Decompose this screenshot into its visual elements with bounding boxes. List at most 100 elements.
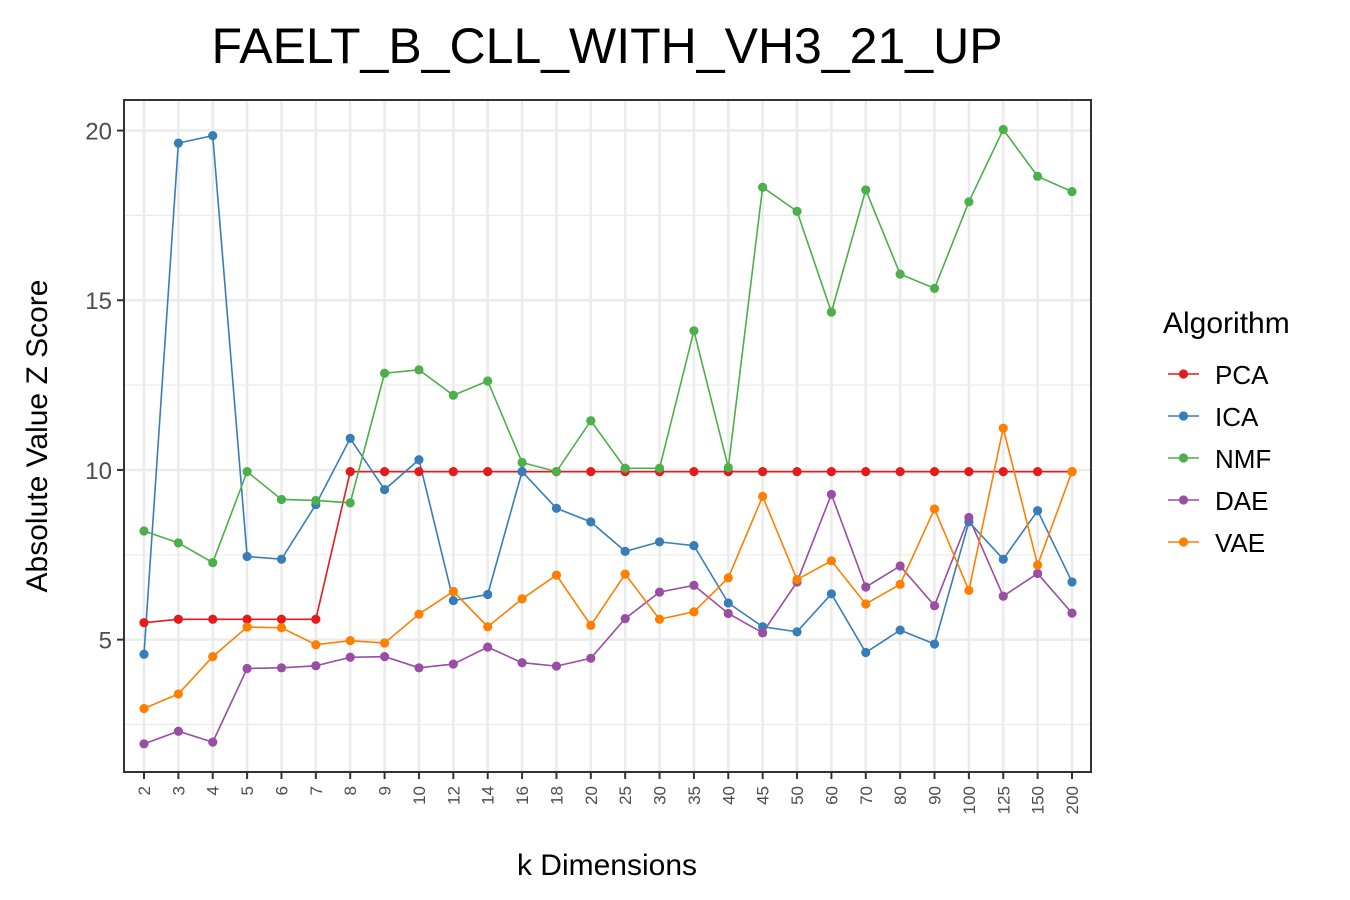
- data-point-vae: [379, 638, 390, 648]
- x-tick-label: 45: [754, 786, 773, 805]
- data-point-vae: [758, 491, 768, 502]
- series-line-vae: [143, 427, 1073, 710]
- data-point-pca: [242, 614, 252, 624]
- legend-item-vae: VAE: [1168, 528, 1265, 558]
- legend-item-nmf: NMF: [1168, 444, 1271, 474]
- data-point-vae: [826, 556, 837, 566]
- grid-lines: [124, 100, 1091, 772]
- x-tick-label: 100: [960, 786, 979, 814]
- y-tick-label: 5: [99, 628, 112, 655]
- data-point-dae: [998, 591, 1008, 601]
- data-point-nmf: [448, 390, 458, 400]
- legend-marker-dae: [1178, 495, 1189, 505]
- data-point-nmf: [414, 365, 424, 375]
- x-tick-label: 200: [1063, 786, 1082, 814]
- data-point-dae: [964, 512, 974, 523]
- data-point-ica: [448, 596, 458, 606]
- data-point-vae: [242, 622, 252, 632]
- data-point-ica: [929, 639, 940, 649]
- data-point-dae: [448, 659, 458, 669]
- data-point-pca: [1033, 467, 1043, 477]
- data-point-ica: [792, 627, 802, 637]
- data-point-dae: [654, 587, 665, 597]
- data-point-nmf: [139, 526, 149, 536]
- data-point-vae: [861, 599, 871, 609]
- data-point-dae: [517, 658, 527, 668]
- data-point-dae: [1033, 568, 1043, 579]
- x-tick-label: 150: [1029, 786, 1048, 814]
- data-point-vae: [517, 594, 527, 604]
- data-point-nmf: [1067, 187, 1077, 197]
- data-point-vae: [792, 574, 802, 585]
- data-point-ica: [242, 551, 252, 562]
- legend-marker-pca: [1178, 369, 1189, 379]
- data-point-vae: [208, 652, 218, 662]
- data-point-nmf: [792, 206, 802, 216]
- data-point-ica: [689, 541, 699, 551]
- data-point-nmf: [586, 416, 596, 426]
- data-point-pca: [173, 614, 183, 624]
- data-point-nmf: [826, 307, 837, 317]
- data-point-ica: [414, 455, 424, 465]
- data-point-dae: [689, 580, 699, 590]
- legend-marker-vae: [1178, 537, 1189, 547]
- data-point-nmf: [929, 283, 940, 293]
- y-axis-title: Absolute Value Z Score: [21, 280, 54, 593]
- data-point-pca: [345, 467, 355, 477]
- data-point-nmf: [242, 467, 252, 477]
- x-tick-label: 12: [444, 786, 463, 805]
- data-point-dae: [276, 663, 287, 673]
- data-point-dae: [586, 653, 596, 663]
- data-point-vae: [689, 607, 699, 617]
- y-tick-label: 20: [85, 119, 112, 146]
- data-point-dae: [208, 737, 218, 747]
- y-tick-label: 15: [85, 288, 112, 315]
- data-point-ica: [483, 589, 493, 600]
- data-point-pca: [861, 467, 871, 477]
- x-tick-label: 16: [513, 786, 532, 805]
- data-point-nmf: [723, 462, 733, 473]
- data-point-ica: [173, 138, 183, 148]
- legend-marker-ica: [1178, 411, 1189, 421]
- data-point-ica: [586, 517, 596, 527]
- data-point-dae: [723, 608, 733, 619]
- data-point-vae: [1067, 467, 1077, 477]
- x-tick-label: 7: [307, 786, 326, 795]
- y-axis: 5 10 15 20: [85, 119, 124, 655]
- legend-items: PCA ICA NMF DAE VAE: [1168, 360, 1271, 558]
- data-point-dae: [758, 628, 768, 638]
- legend-label-ica: ICA: [1215, 402, 1259, 432]
- data-point-nmf: [276, 494, 287, 505]
- data-point-nmf: [654, 463, 665, 473]
- data-point-vae: [723, 573, 733, 583]
- data-point-pca: [208, 614, 218, 624]
- data-point-dae: [173, 726, 183, 736]
- plot-panel-border: [123, 99, 1092, 773]
- legend-item-pca: PCA: [1168, 360, 1269, 390]
- x-tick-label: 40: [719, 786, 738, 805]
- data-point-nmf: [998, 124, 1008, 135]
- chart-title: FAELT_B_CLL_WITH_VH3_21_UP: [211, 18, 1002, 74]
- data-point-dae: [311, 661, 321, 671]
- data-point-vae: [276, 623, 287, 633]
- x-axis-title: k Dimensions: [517, 849, 697, 882]
- x-tick-label: 8: [341, 786, 360, 795]
- data-point-ica: [861, 647, 871, 658]
- data-point-nmf: [861, 185, 871, 195]
- data-point-pca: [586, 467, 596, 477]
- x-tick-label: 70: [857, 786, 876, 805]
- data-point-ica: [895, 625, 905, 635]
- data-point-ica: [139, 649, 149, 659]
- series-line-pca: [143, 470, 1072, 624]
- data-point-pca: [139, 618, 149, 628]
- data-point-vae: [586, 620, 596, 630]
- legend-label-pca: PCA: [1215, 360, 1269, 390]
- data-point-ica: [620, 546, 630, 556]
- data-point-nmf: [208, 557, 218, 568]
- x-tick-label: 90: [926, 786, 945, 805]
- data-point-vae: [139, 703, 149, 714]
- data-point-ica: [517, 467, 527, 477]
- x-tick-label: 3: [169, 786, 188, 795]
- data-point-pca: [414, 467, 424, 477]
